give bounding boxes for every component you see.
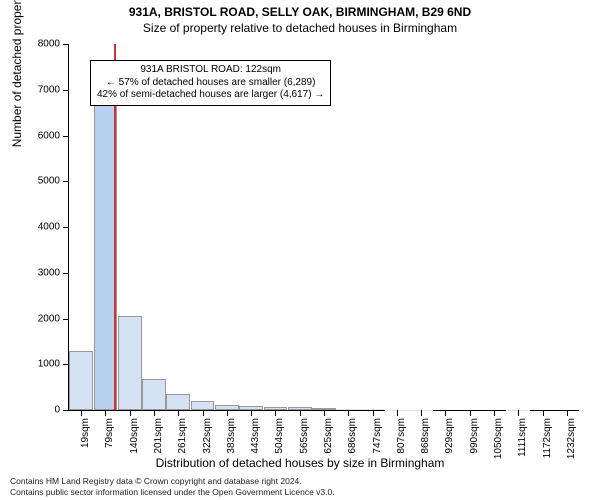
histogram-bar: [142, 379, 166, 410]
x-tick-label: 565sqm: [299, 418, 310, 478]
x-tick: [494, 410, 495, 416]
annotation-box: 931A BRISTOL ROAD: 122sqm ← 57% of detac…: [90, 60, 331, 106]
x-tick: [105, 410, 106, 416]
x-tick: [227, 410, 228, 416]
x-tick: [178, 410, 179, 416]
y-tick: [63, 364, 69, 365]
x-tick-label: 625sqm: [323, 418, 334, 478]
x-tick: [348, 410, 349, 416]
footer-line2: Contains public sector information licen…: [10, 487, 590, 497]
chart-container: 931A, BRISTOL ROAD, SELLY OAK, BIRMINGHA…: [0, 0, 600, 500]
x-tick-label: 1111sqm: [517, 418, 528, 478]
x-tick-label: 322sqm: [202, 418, 213, 478]
x-tick: [275, 410, 276, 416]
y-tick: [63, 319, 69, 320]
x-tick: [445, 410, 446, 416]
y-tick-label: 5000: [20, 176, 60, 187]
annotation-line2: ← 57% of detached houses are smaller (6,…: [97, 77, 324, 90]
x-tick-label: 1172sqm: [542, 418, 553, 478]
x-tick-label: 1232sqm: [566, 418, 577, 478]
y-tick-label: 3000: [20, 267, 60, 278]
y-tick-label: 8000: [20, 39, 60, 50]
y-tick-label: 0: [20, 405, 60, 416]
histogram-bar: [69, 351, 93, 410]
chart-subtitle: Size of property relative to detached ho…: [0, 19, 600, 35]
x-tick: [470, 410, 471, 416]
histogram-bar: [118, 316, 142, 410]
x-tick-label: 807sqm: [396, 418, 407, 478]
x-tick-label: 140sqm: [129, 418, 140, 478]
x-tick-label: 868sqm: [420, 418, 431, 478]
x-tick: [81, 410, 82, 416]
x-tick-label: 990sqm: [469, 418, 480, 478]
annotation-line3: 42% of semi-detached houses are larger (…: [97, 89, 324, 102]
y-tick: [63, 44, 69, 45]
y-tick-label: 4000: [20, 222, 60, 233]
x-tick-label: 79sqm: [104, 418, 115, 478]
y-tick-label: 6000: [20, 130, 60, 141]
annotation-line1: 931A BRISTOL ROAD: 122sqm: [97, 64, 324, 77]
histogram-bar: [191, 401, 215, 410]
y-tick: [63, 410, 69, 411]
y-tick-label: 2000: [20, 313, 60, 324]
x-tick: [373, 410, 374, 416]
x-tick: [397, 410, 398, 416]
x-tick-label: 261sqm: [177, 418, 188, 478]
y-axis-label: Number of detached properties: [10, 0, 24, 147]
y-tick: [63, 227, 69, 228]
x-tick: [518, 410, 519, 416]
chart-title: 931A, BRISTOL ROAD, SELLY OAK, BIRMINGHA…: [0, 0, 600, 19]
x-tick-label: 443sqm: [250, 418, 261, 478]
x-tick-label: 686sqm: [347, 418, 358, 478]
x-tick-label: 383sqm: [226, 418, 237, 478]
x-tick-label: 19sqm: [80, 418, 91, 478]
x-tick: [203, 410, 204, 416]
y-tick: [63, 273, 69, 274]
x-tick: [251, 410, 252, 416]
y-tick-label: 7000: [20, 84, 60, 95]
x-tick: [421, 410, 422, 416]
y-tick-label: 1000: [20, 359, 60, 370]
x-tick-label: 747sqm: [372, 418, 383, 478]
x-tick: [300, 410, 301, 416]
x-tick: [543, 410, 544, 416]
x-tick: [130, 410, 131, 416]
histogram-bar: [166, 394, 190, 410]
x-tick: [567, 410, 568, 416]
x-tick-label: 201sqm: [153, 418, 164, 478]
y-tick: [63, 181, 69, 182]
x-tick: [324, 410, 325, 416]
y-tick: [63, 90, 69, 91]
x-tick: [154, 410, 155, 416]
x-tick-label: 504sqm: [274, 418, 285, 478]
x-tick-label: 1050sqm: [493, 418, 504, 478]
x-tick-label: 929sqm: [444, 418, 455, 478]
y-tick: [63, 136, 69, 137]
